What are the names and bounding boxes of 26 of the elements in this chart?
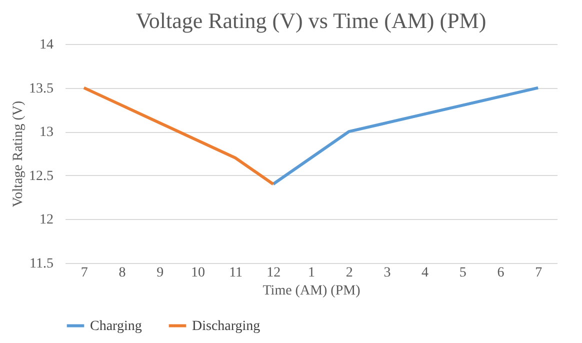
y-tick-label: 12 <box>40 212 54 228</box>
legend-label: Charging <box>90 318 142 334</box>
line-series <box>82 86 275 186</box>
line-series <box>272 86 540 186</box>
x-tick-label: 10 <box>190 266 205 280</box>
y-tick-label: 13 <box>40 125 54 140</box>
x-tick-label: 9 <box>156 266 164 280</box>
x-tick-label: 6 <box>497 266 504 280</box>
x-tick-label: 11 <box>229 266 243 280</box>
legend-label: Discharging <box>192 318 260 334</box>
y-tick-label: 13.5 <box>29 81 54 96</box>
y-tick-label: 14 <box>40 38 54 52</box>
x-tick-label: 12 <box>266 266 281 280</box>
chart-title: Voltage Rating (V) vs Time (AM) (PM) <box>136 8 486 33</box>
x-axis-title: Time (AM) (PM) <box>262 284 361 298</box>
x-tick-label: 2 <box>346 266 353 280</box>
x-tick-label: 1 <box>308 266 315 280</box>
x-tick-label: 8 <box>118 266 126 280</box>
x-tick-label: 7 <box>535 266 542 280</box>
y-tick-label: 12.5 <box>29 168 54 184</box>
x-tick-label: 5 <box>459 266 466 280</box>
x-tick-label: 4 <box>422 266 429 280</box>
y-tick-label: 11.5 <box>30 256 54 272</box>
x-tick-label: 7 <box>80 266 88 280</box>
x-tick-label: 3 <box>384 266 391 280</box>
y-axis-title: Voltage Rating (V) <box>11 100 26 208</box>
